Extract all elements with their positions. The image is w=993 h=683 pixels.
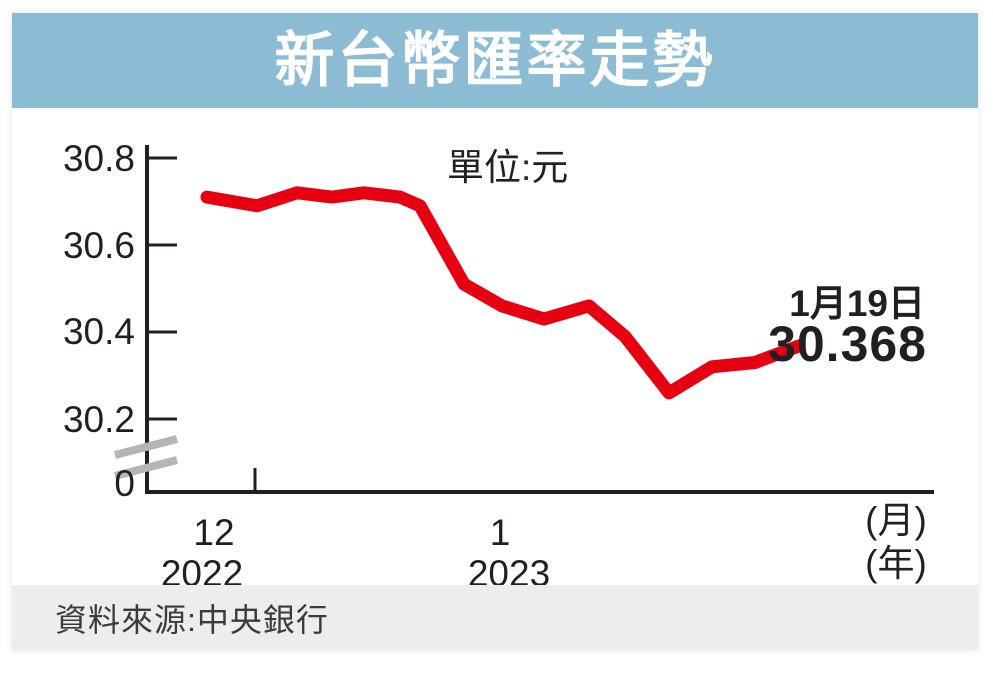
infographic-card: 新台幣匯率走勢 單位:元 30.8 30.6 30.4 30.2 0	[12, 13, 978, 650]
y-tick-label-0: 0	[114, 463, 135, 504]
chart-title: 新台幣匯率走勢	[274, 27, 716, 94]
annotation-value: 30.368	[768, 316, 927, 372]
y-tick-label-30-8: 30.8	[62, 138, 135, 179]
axis-break-mark-2	[114, 456, 178, 480]
chart-title-banner: 新台幣匯率走勢	[12, 13, 978, 108]
y-tick-label-30-2: 30.2	[62, 399, 135, 440]
axis-break-mark-1	[114, 435, 178, 459]
source-footer: 資料來源:中央銀行	[12, 585, 978, 650]
annotation-date: 1月19日	[789, 283, 925, 324]
source-text: 資料來源:中央銀行	[55, 601, 329, 638]
chart-canvas	[114, 145, 934, 494]
y-tick-label-30-4: 30.4	[62, 311, 135, 352]
y-tick-label-30-6: 30.6	[62, 225, 135, 266]
x-label-month-12: 12	[193, 512, 235, 553]
x-axis-unit-year: (年)	[865, 543, 927, 584]
exchange-rate-chart	[12, 108, 978, 585]
x-label-month-1: 1	[489, 512, 511, 553]
x-axis-unit-month: (月)	[865, 500, 927, 541]
rate-line	[200, 186, 806, 400]
unit-label: 單位:元	[447, 147, 569, 188]
